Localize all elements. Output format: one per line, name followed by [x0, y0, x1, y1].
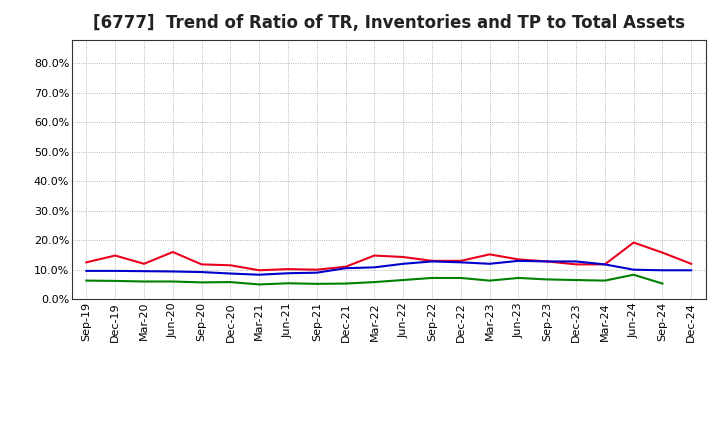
- Trade Receivables: [514, 257, 523, 262]
- Inventories: [140, 268, 148, 274]
- Line: Trade Payables: Trade Payables: [86, 275, 662, 284]
- Inventories: [399, 261, 408, 267]
- Inventories: [485, 261, 494, 267]
- Trade Receivables: [312, 267, 321, 272]
- Inventories: [370, 265, 379, 270]
- Trade Receivables: [687, 261, 696, 267]
- Trade Payables: [485, 278, 494, 283]
- Trade Payables: [255, 282, 264, 287]
- Trade Receivables: [82, 260, 91, 265]
- Inventories: [658, 268, 667, 273]
- Inventories: [572, 259, 580, 264]
- Trade Payables: [140, 279, 148, 284]
- Trade Payables: [658, 281, 667, 286]
- Trade Payables: [312, 281, 321, 286]
- Trade Payables: [82, 278, 91, 283]
- Inventories: [600, 262, 609, 267]
- Trade Receivables: [140, 261, 148, 267]
- Inventories: [428, 259, 436, 264]
- Trade Receivables: [226, 263, 235, 268]
- Trade Receivables: [572, 262, 580, 267]
- Trade Receivables: [399, 254, 408, 260]
- Inventories: [82, 268, 91, 274]
- Trade Receivables: [485, 252, 494, 257]
- Inventories: [312, 270, 321, 275]
- Trade Payables: [600, 278, 609, 283]
- Title: [6777]  Trend of Ratio of TR, Inventories and TP to Total Assets: [6777] Trend of Ratio of TR, Inventories…: [93, 15, 685, 33]
- Line: Inventories: Inventories: [86, 261, 691, 275]
- Inventories: [111, 268, 120, 274]
- Trade Payables: [370, 279, 379, 285]
- Line: Trade Receivables: Trade Receivables: [86, 242, 691, 270]
- Trade Payables: [197, 280, 206, 285]
- Trade Payables: [284, 281, 292, 286]
- Inventories: [284, 271, 292, 276]
- Trade Receivables: [284, 267, 292, 272]
- Inventories: [543, 259, 552, 264]
- Inventories: [168, 269, 177, 274]
- Trade Payables: [111, 278, 120, 283]
- Trade Receivables: [111, 253, 120, 258]
- Trade Receivables: [168, 249, 177, 255]
- Inventories: [341, 266, 350, 271]
- Trade Receivables: [600, 262, 609, 267]
- Inventories: [629, 267, 638, 272]
- Inventories: [687, 268, 696, 273]
- Trade Receivables: [543, 259, 552, 264]
- Trade Receivables: [428, 258, 436, 264]
- Trade Payables: [456, 275, 465, 281]
- Inventories: [514, 258, 523, 264]
- Trade Receivables: [658, 250, 667, 255]
- Trade Payables: [572, 277, 580, 282]
- Trade Receivables: [341, 264, 350, 269]
- Trade Receivables: [370, 253, 379, 258]
- Inventories: [456, 260, 465, 265]
- Trade Payables: [428, 275, 436, 281]
- Trade Receivables: [629, 240, 638, 245]
- Trade Receivables: [255, 268, 264, 273]
- Inventories: [255, 272, 264, 277]
- Trade Payables: [629, 272, 638, 277]
- Inventories: [197, 269, 206, 275]
- Trade Payables: [341, 281, 350, 286]
- Trade Payables: [514, 275, 523, 281]
- Trade Payables: [543, 277, 552, 282]
- Inventories: [226, 271, 235, 276]
- Trade Receivables: [456, 258, 465, 264]
- Trade Receivables: [197, 262, 206, 267]
- Trade Payables: [226, 279, 235, 285]
- Trade Payables: [168, 279, 177, 284]
- Trade Payables: [399, 277, 408, 282]
